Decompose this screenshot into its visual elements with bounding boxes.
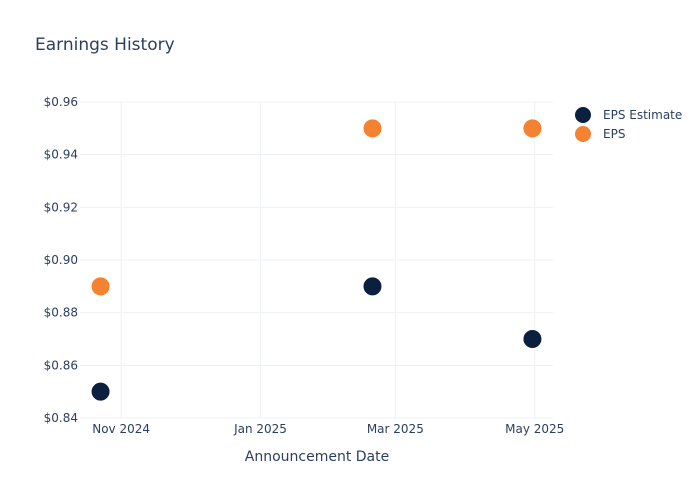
x-tick-label: Mar 2025 [367,422,424,436]
y-tick-label: $0.88 [44,306,78,320]
legend-item-eps-estimate[interactable]: EPS Estimate [575,107,682,123]
x-tick-label: May 2025 [505,422,564,436]
legend-label: EPS [603,127,625,141]
y-axis-ticks: $0.84 $0.86 $0.88 $0.90 $0.92 $0.94 $0.96 [44,95,78,425]
data-point[interactable] [522,329,543,349]
data-point[interactable] [522,118,543,139]
grid-layer [80,101,553,419]
x-axis-title: Announcement Date [245,449,389,465]
data-point[interactable] [362,276,383,297]
y-tick-label: $0.96 [44,95,78,109]
legend-marker [575,126,591,142]
legend-marker [575,107,591,123]
y-tick-label: $0.94 [44,148,78,162]
y-tick-label: $0.92 [44,200,78,214]
series-eps [90,118,543,297]
points-layer [90,118,543,402]
y-tick-label: $0.84 [44,411,78,425]
x-tick-label: Jan 2025 [233,422,287,436]
y-tick-label: $0.86 [44,358,78,372]
chart-title: Earnings History [35,35,175,55]
series-eps-estimate [90,276,543,402]
x-axis-ticks: Nov 2024 Jan 2025 Mar 2025 May 2025 [92,422,564,436]
data-point[interactable] [362,118,383,139]
legend-item-eps[interactable]: EPS [575,126,625,142]
legend-label: EPS Estimate [603,108,682,122]
x-tick-label: Nov 2024 [92,422,150,436]
y-tick-label: $0.90 [44,253,78,267]
data-point[interactable] [90,381,111,402]
data-point[interactable] [90,276,111,297]
legend[interactable]: EPS Estimate EPS [575,107,682,142]
